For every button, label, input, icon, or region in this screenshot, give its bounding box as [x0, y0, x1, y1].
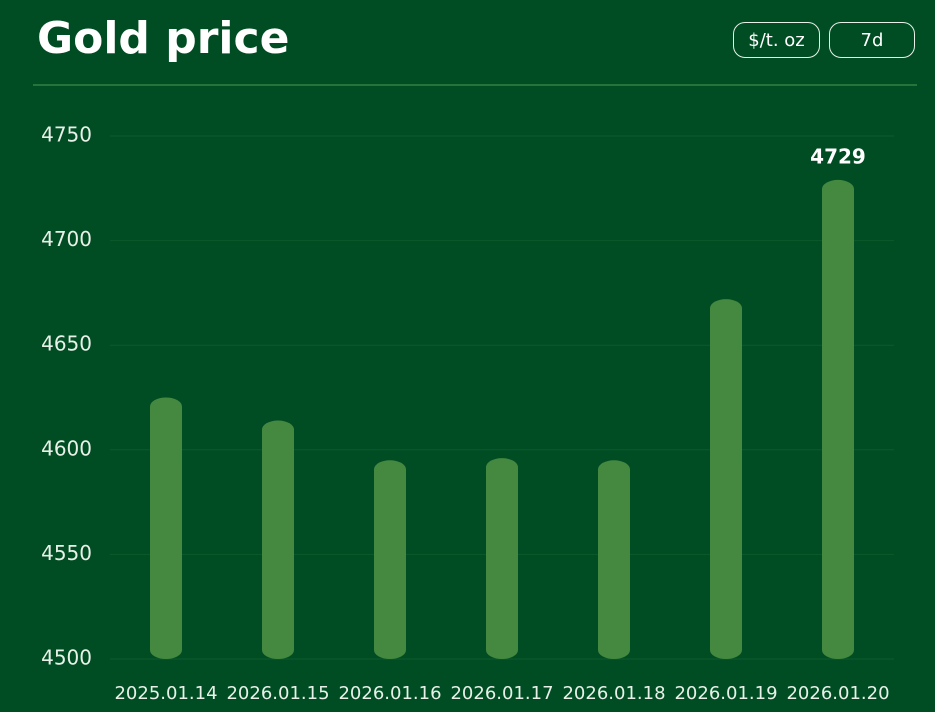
bar: [262, 420, 294, 659]
bar: [486, 458, 518, 659]
x-tick-label: 2026.01.19: [674, 683, 777, 704]
bar: [710, 299, 742, 659]
chart-title: Gold price: [37, 13, 289, 64]
x-tick-label: 2026.01.20: [786, 683, 889, 704]
bar: [374, 460, 406, 659]
x-tick-label: 2026.01.17: [450, 683, 553, 704]
y-tick-label: 4750: [41, 123, 92, 147]
bar: [598, 460, 630, 659]
range-button[interactable]: 7d: [829, 22, 915, 58]
unit-button[interactable]: $/t. oz: [733, 22, 820, 58]
y-tick-label: 4550: [41, 541, 92, 565]
y-tick-label: 4650: [41, 332, 92, 356]
x-tick-label: 2026.01.18: [562, 683, 665, 704]
y-tick-label: 4700: [41, 227, 92, 251]
y-tick-label: 4500: [41, 646, 92, 670]
value-label: 4729: [810, 144, 866, 168]
x-tick-label: 2025.01.14: [114, 683, 217, 704]
x-tick-label: 2026.01.15: [226, 683, 329, 704]
x-tick-label: 2026.01.16: [338, 683, 441, 704]
bar: [822, 179, 854, 659]
bar: [150, 397, 182, 659]
y-tick-label: 4600: [41, 436, 92, 460]
